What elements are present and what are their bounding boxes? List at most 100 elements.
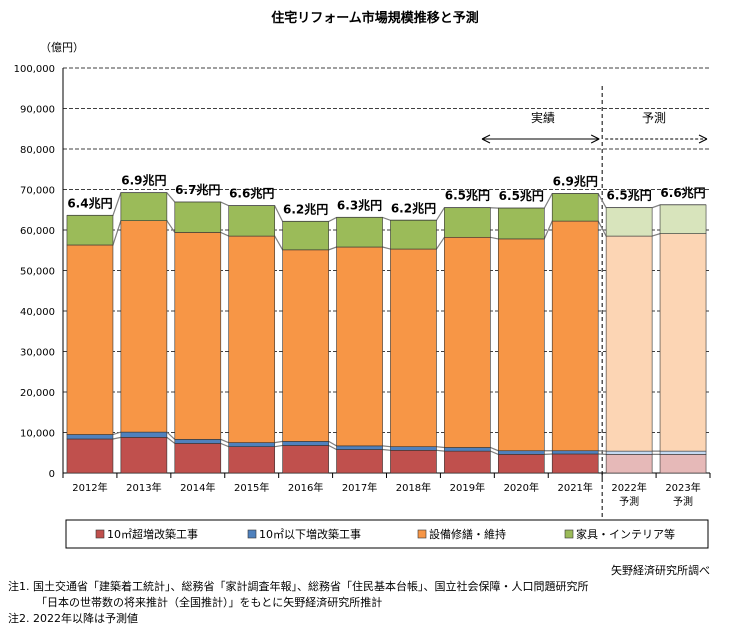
bar-segment: [174, 201, 222, 233]
bar-segment: [228, 235, 276, 443]
bar-segment: [659, 450, 707, 455]
total-label: 6.4兆円: [67, 195, 112, 210]
y-tick-label: 20,000: [20, 388, 55, 399]
bar-segment: [120, 437, 168, 474]
x-tick-label: 2023年: [665, 481, 700, 494]
y-tick-label: 80,000: [20, 145, 55, 156]
bar-segment: [497, 238, 545, 452]
bar-segment: [659, 454, 707, 474]
bar-segment: [336, 246, 383, 447]
x-tick-label: 2021年: [557, 481, 592, 494]
x-tick-sublabel: 予測: [673, 495, 693, 508]
total-label: 6.7兆円: [175, 182, 220, 197]
bar-segment: [551, 453, 599, 474]
actual-annotation: 実績: [531, 110, 555, 125]
total-label: 6.9兆円: [121, 173, 166, 188]
total-label: 6.9兆円: [553, 174, 598, 189]
legend-swatch: [417, 529, 427, 539]
x-tick-label: 2013年: [126, 481, 161, 494]
total-label: 6.6兆円: [229, 186, 274, 201]
x-tick-label: 2015年: [234, 481, 269, 494]
y-tick-label: 30,000: [20, 348, 55, 359]
bar-segment: [551, 450, 599, 455]
bar-segment: [228, 446, 276, 474]
bar-segment: [66, 244, 114, 435]
x-tick-label: 2022年: [611, 481, 646, 494]
total-label: 6.5兆円: [445, 188, 490, 203]
bar-segment: [497, 450, 545, 455]
bar-segment: [390, 248, 437, 447]
y-tick-labels: 0 10,000 20,000 30,000 40,000 50,000 60,000 70,…: [14, 64, 55, 480]
bars: [66, 192, 707, 474]
actual-arrow-heads: [481, 134, 600, 144]
x-tick-label: 2016年: [288, 481, 323, 494]
y-unit-label: （億円）: [40, 41, 84, 54]
grid: [62, 67, 711, 520]
legend: 10㎡超増改築工事 10㎡以下増改築工事 設備修繕・維持 家具・インテリア等: [65, 519, 709, 549]
bar-segment: [444, 236, 491, 448]
x-tick-label: 2014年: [180, 481, 215, 494]
total-labels: 6.4兆円 6.9兆円 6.7兆円 6.6兆円 6.2兆円 6.3兆円 6.2兆円 6.5兆円…: [67, 173, 705, 217]
x-tick-label: 2019年: [450, 481, 485, 494]
legend-label: 10㎡超増改築工事: [107, 527, 198, 541]
y-tick-label: 70,000: [20, 186, 55, 197]
x-tick-label: 2020年: [504, 481, 539, 494]
bar-segment: [174, 443, 222, 474]
stack-connectors: [66, 192, 707, 455]
legend-label: 10㎡以下増改築工事: [259, 527, 361, 541]
x-tick-label: 2018年: [396, 481, 431, 494]
bar-segment: [659, 233, 707, 452]
chart-title: 住宅リフォーム市場規模推移と予測: [271, 10, 479, 26]
total-label: 6.5兆円: [606, 188, 651, 203]
bar-segment: [228, 205, 276, 237]
bar-segment: [605, 235, 653, 452]
legend-box: [65, 519, 709, 549]
bar-segment: [390, 446, 437, 451]
bar-segment: [551, 220, 599, 452]
bar-segment: [66, 438, 114, 474]
total-label: 6.5兆円: [499, 188, 544, 203]
bar-segment: [444, 447, 491, 452]
bar-segment: [444, 207, 491, 238]
bar-segment: [174, 439, 222, 444]
y-tick-label: 50,000: [20, 267, 55, 278]
bar-segment: [66, 215, 114, 246]
y-tick-label: 60,000: [20, 226, 55, 237]
x-tick-sublabel: 予測: [619, 495, 639, 508]
x-tick-labels: 2012年 2013年 2014年 2015年 2016年 2017年 2018年 2019年…: [72, 481, 701, 508]
bar-segment: [282, 441, 329, 446]
bar-segment: [390, 219, 437, 250]
forecast-annotation: 予測: [642, 111, 666, 125]
note-1-cont: 「日本の世帯数の将来推計（全国推計）」をもとに矢野経済研究所推計: [36, 596, 383, 609]
bar-segment: [605, 450, 653, 455]
y-tick-label: 90,000: [20, 105, 55, 116]
bar-segment: [282, 221, 329, 251]
chart: 住宅リフォーム市場規模推移と予測 （億円） 0 10,000 20,000 30,00…: [14, 10, 711, 549]
stack-connector-line: [66, 220, 707, 251]
legend-label: 家具・インテリア等: [576, 527, 675, 541]
stack-connector-line: [66, 431, 707, 452]
bar-segment: [551, 193, 599, 222]
legend-swatch: [247, 529, 257, 539]
bar-segment: [605, 454, 653, 474]
y-tick-label: 10,000: [20, 429, 55, 440]
y-tick-label: 40,000: [20, 307, 55, 318]
stack-connector-line: [66, 436, 707, 455]
bar-segment: [659, 204, 707, 234]
legend-swatch: [95, 529, 105, 539]
source-credit: 矢野経済研究所調べ: [611, 564, 710, 577]
bar-segment: [336, 449, 383, 474]
bar-segment: [497, 207, 545, 240]
legend-swatch: [564, 529, 574, 539]
bar-segment: [120, 431, 168, 438]
total-label: 6.2兆円: [391, 200, 436, 215]
bar-segment: [444, 450, 491, 474]
bar-segment: [228, 442, 276, 447]
bar-segment: [605, 207, 653, 237]
x-tick-label: 2017年: [342, 481, 377, 494]
bar-segment: [120, 220, 168, 433]
note-1: 注1. 国土交通省「建築着工統計」、総務省「家計調査年報」、総務省「住民基本台帳…: [8, 580, 589, 593]
bar-segment: [390, 450, 437, 474]
note-2: 注2. 2022年以降は予測値: [8, 612, 138, 625]
bar-segment: [497, 454, 545, 474]
